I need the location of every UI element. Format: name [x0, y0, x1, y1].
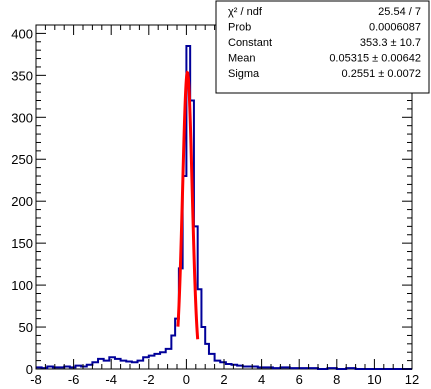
gaussian-fit: [176, 70, 200, 340]
x-tick-label: -8: [30, 372, 42, 387]
y-tick-label: 400: [11, 26, 33, 41]
stats-label: Prob: [228, 22, 251, 34]
stats-label: Constant: [228, 37, 272, 49]
histogram-line: [36, 44, 412, 370]
x-axis: -8 -6 -4 -2 0 2 4 6 8 10 12: [30, 25, 419, 387]
x-tick-label: 0: [183, 372, 190, 387]
stats-value: 0.0006087: [369, 22, 421, 34]
y-tick-label: 100: [11, 278, 33, 293]
y-tick-label: 50: [19, 320, 33, 335]
stats-value: 0.2551 ± 0.0072: [342, 68, 421, 80]
histogram: [36, 44, 412, 370]
stats-label: Mean: [228, 53, 256, 65]
stats-label: χ² / ndf: [228, 6, 263, 18]
y-tick-label: 350: [11, 68, 33, 83]
stats-label: Sigma: [228, 68, 260, 80]
fit-curve: [176, 70, 200, 340]
x-tick-label: 4: [258, 372, 265, 387]
stats-box: χ² / ndf 25.54 / 7 Prob 0.0006087 Constant 35…: [215, 0, 430, 94]
x-tick-label: -2: [143, 372, 155, 387]
y-tick-label: 150: [11, 236, 33, 251]
y-tick-label: 300: [11, 110, 33, 125]
y-tick-label: 200: [11, 194, 33, 209]
x-tick-label: 6: [296, 372, 303, 387]
x-tick-label: 12: [405, 372, 419, 387]
x-tick-label: -4: [105, 372, 117, 387]
x-tick-label: -6: [68, 372, 80, 387]
stats-value: 353.3 ± 10.7: [360, 37, 421, 49]
stats-value: 25.54 / 7: [378, 6, 421, 18]
x-tick-label: 8: [333, 372, 340, 387]
x-tick-label: 2: [220, 372, 227, 387]
y-axis: 0 50 100 150 200 250 300 350 400: [11, 24, 412, 377]
stats-value: 0.05315 ± 0.00642: [329, 53, 421, 65]
plot-area: -8 -6 -4 -2 0 2 4 6 8 10 12 0 50 100 150 200 250 300 350 4…: [11, 24, 419, 387]
stats-box-frame: [215, 0, 430, 94]
y-tick-label: 0: [26, 362, 33, 377]
x-tick-label: 10: [367, 372, 381, 387]
y-tick-label: 250: [11, 152, 33, 167]
